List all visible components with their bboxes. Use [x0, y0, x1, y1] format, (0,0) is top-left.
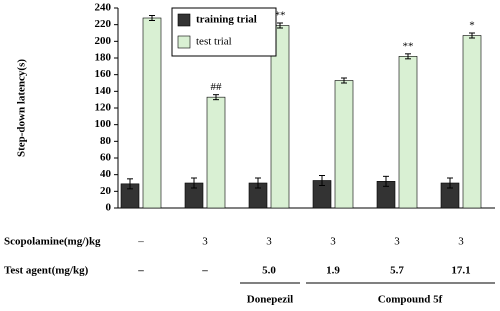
- y-tick-label: 220: [95, 18, 112, 30]
- group-label: Compound 5f: [378, 294, 443, 306]
- group-label: Donepezil: [247, 294, 293, 306]
- error-bar: [405, 53, 411, 60]
- error-bar: [255, 177, 261, 189]
- y-tick-label: 80: [100, 135, 112, 147]
- error-bar: [383, 175, 389, 187]
- cell: 3: [394, 236, 400, 248]
- error-bar: [277, 22, 283, 29]
- error-bar: [213, 94, 219, 101]
- bar: [398, 56, 418, 209]
- legend-label: test trial: [196, 36, 232, 48]
- bar: [142, 17, 162, 209]
- y-tick-label: 40: [100, 168, 112, 180]
- error-bar: [127, 178, 133, 190]
- cell: 17.1: [451, 265, 470, 277]
- annotation: **: [275, 10, 286, 22]
- error-bar: [191, 177, 197, 189]
- y-tick-label: 120: [95, 102, 112, 114]
- annotation: *: [469, 20, 475, 32]
- cell: 5.7: [390, 265, 404, 277]
- error-bar: [447, 177, 453, 189]
- legend-swatch: [177, 35, 191, 49]
- annotation: ##: [211, 81, 223, 93]
- cell: –: [137, 236, 144, 248]
- y-tick-label: 160: [95, 68, 112, 80]
- error-bar: [469, 32, 475, 39]
- y-tick-label: 240: [95, 2, 112, 14]
- bar: [462, 35, 482, 209]
- row-label: Scopolamine(mg/)kg: [4, 236, 101, 248]
- cell: 3: [202, 236, 208, 248]
- cell: 3: [458, 236, 464, 248]
- error-bar: [341, 77, 347, 84]
- row-label: Test agent(mg/kg): [4, 265, 89, 277]
- y-tick-label: 20: [100, 185, 112, 197]
- cell: 5.0: [262, 265, 276, 277]
- bar: [334, 80, 354, 209]
- y-axis-label: Step-down latency(s): [16, 59, 28, 157]
- cell: –: [201, 265, 208, 277]
- error-bar: [149, 15, 155, 21]
- legend-label: training trial: [196, 14, 257, 26]
- y-tick-label: 140: [95, 85, 112, 97]
- cell: 3: [330, 236, 336, 248]
- legend-swatch: [177, 13, 191, 27]
- cell: 3: [266, 236, 272, 248]
- annotation: **: [403, 40, 414, 52]
- error-bar: [319, 175, 325, 186]
- y-tick-label: 60: [100, 152, 112, 164]
- y-tick-label: 180: [95, 52, 112, 64]
- y-tick-label: 0: [106, 202, 112, 214]
- y-tick-label: 200: [95, 35, 112, 47]
- y-tick-label: 100: [95, 118, 112, 130]
- cell: 1.9: [326, 265, 340, 277]
- bar: [206, 96, 226, 209]
- cell: –: [137, 265, 144, 277]
